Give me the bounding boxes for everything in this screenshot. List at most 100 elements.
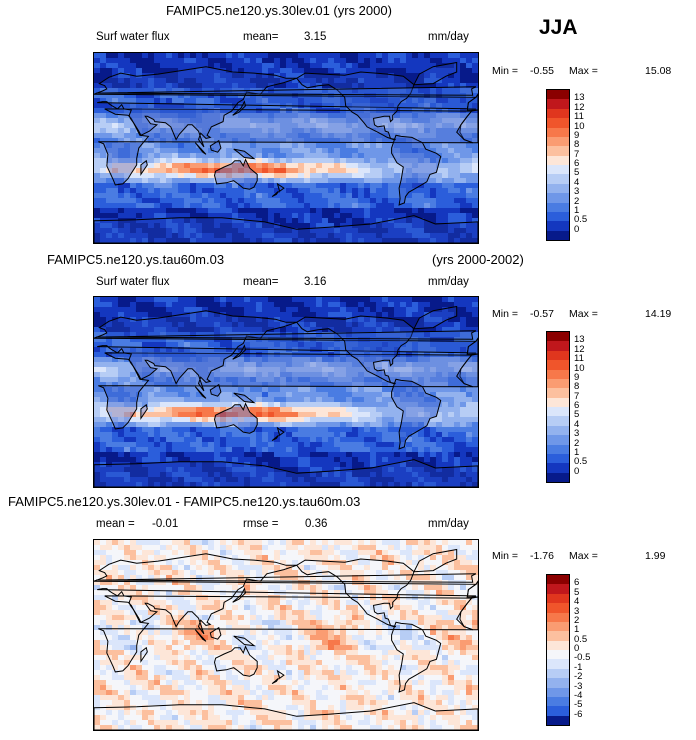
- field-cell: [400, 432, 407, 438]
- field-cell: [412, 427, 419, 433]
- field-cell: [436, 168, 443, 174]
- field-cell: [412, 342, 419, 348]
- field-cell: [280, 372, 287, 378]
- field-cell: [376, 482, 383, 487]
- field-cell: [262, 407, 269, 413]
- field-cell: [184, 203, 191, 209]
- field-cell: [394, 342, 401, 348]
- field-cell: [352, 128, 359, 134]
- field-cell: [370, 83, 377, 89]
- field-cell: [430, 377, 437, 383]
- field-cell: [388, 337, 395, 343]
- field-cell: [100, 228, 107, 234]
- field-cell: [124, 233, 131, 239]
- field-cell: [382, 337, 389, 343]
- field-cell: [244, 163, 251, 169]
- field-cell: [112, 472, 119, 478]
- field-cell: [244, 238, 251, 243]
- field-cell: [382, 472, 389, 478]
- field-cell: [298, 387, 305, 393]
- field-cell: [280, 108, 287, 114]
- field-cell: [460, 138, 467, 144]
- colorbar-tick-label: 4: [574, 176, 580, 188]
- field-cell: [94, 412, 101, 418]
- field-cell: [382, 53, 389, 59]
- field-cell: [424, 133, 431, 139]
- field-cell: [184, 432, 191, 438]
- field-cell: [226, 327, 233, 333]
- field-cell: [256, 472, 263, 478]
- field-cell: [328, 178, 335, 184]
- field-cell: [238, 452, 245, 458]
- field-cell: [202, 412, 209, 418]
- field-cell: [466, 113, 473, 119]
- field-cell: [310, 392, 317, 398]
- field-cell: [430, 342, 437, 348]
- field-cell: [418, 342, 425, 348]
- field-cell: [112, 312, 119, 318]
- field-cell: [118, 173, 125, 179]
- field-cell: [454, 73, 461, 79]
- field-cell: [466, 203, 473, 209]
- panel-3-max-value: 1.99: [645, 550, 666, 562]
- field-cell: [292, 462, 299, 468]
- field-cell: [418, 422, 425, 428]
- field-cell: [226, 138, 233, 144]
- field-cell: [406, 213, 413, 219]
- field-cell: [274, 297, 281, 303]
- field-cell: [262, 302, 269, 308]
- field-cell: [184, 98, 191, 104]
- colorbar-swatch: [547, 165, 569, 175]
- field-cell: [214, 427, 221, 433]
- field-cell: [214, 118, 221, 124]
- field-cell: [166, 442, 173, 448]
- field-cell: [448, 302, 455, 308]
- field-cell: [190, 317, 197, 323]
- field-cell: [286, 138, 293, 144]
- field-cell: [118, 73, 125, 79]
- field-cell: [340, 367, 347, 373]
- colorbar-tick-label: 3: [574, 186, 580, 198]
- field-cell: [310, 193, 317, 199]
- field-cell: [466, 472, 473, 478]
- field-cell: [436, 88, 443, 94]
- field-cell: [406, 412, 413, 418]
- field-cell: [286, 437, 293, 443]
- field-cell: [250, 402, 257, 408]
- field-cell: [382, 482, 389, 487]
- field-cell: [382, 427, 389, 433]
- field-cell: [364, 327, 371, 333]
- field-cell: [172, 452, 179, 458]
- field-cell: [406, 103, 413, 109]
- field-cell: [256, 402, 263, 408]
- field-cell: [154, 387, 161, 393]
- field-cell: [136, 462, 143, 468]
- panel-2-min-value: -0.57: [530, 308, 554, 320]
- field-cell: [184, 133, 191, 139]
- field-cell: [424, 342, 431, 348]
- field-cell: [136, 337, 143, 343]
- field-cell: [232, 387, 239, 393]
- field-cell: [220, 153, 227, 159]
- field-cell: [466, 73, 473, 79]
- field-cell: [316, 342, 323, 348]
- field-cell: [280, 113, 287, 119]
- field-cell: [382, 362, 389, 368]
- field-cell: [178, 153, 185, 159]
- field-cell: [382, 153, 389, 159]
- field-cell: [400, 397, 407, 403]
- field-cell: [262, 183, 269, 189]
- field-cell: [262, 198, 269, 204]
- field-cell: [424, 407, 431, 413]
- field-cell: [154, 352, 161, 358]
- field-cell: [400, 68, 407, 74]
- field-cell: [304, 148, 311, 154]
- field-cell: [190, 447, 197, 453]
- field-cell: [256, 352, 263, 358]
- field-cell: [334, 178, 341, 184]
- field-cell: [472, 163, 478, 169]
- field-cell: [106, 392, 113, 398]
- field-cell: [130, 138, 137, 144]
- field-cell: [112, 387, 119, 393]
- field-cell: [418, 98, 425, 104]
